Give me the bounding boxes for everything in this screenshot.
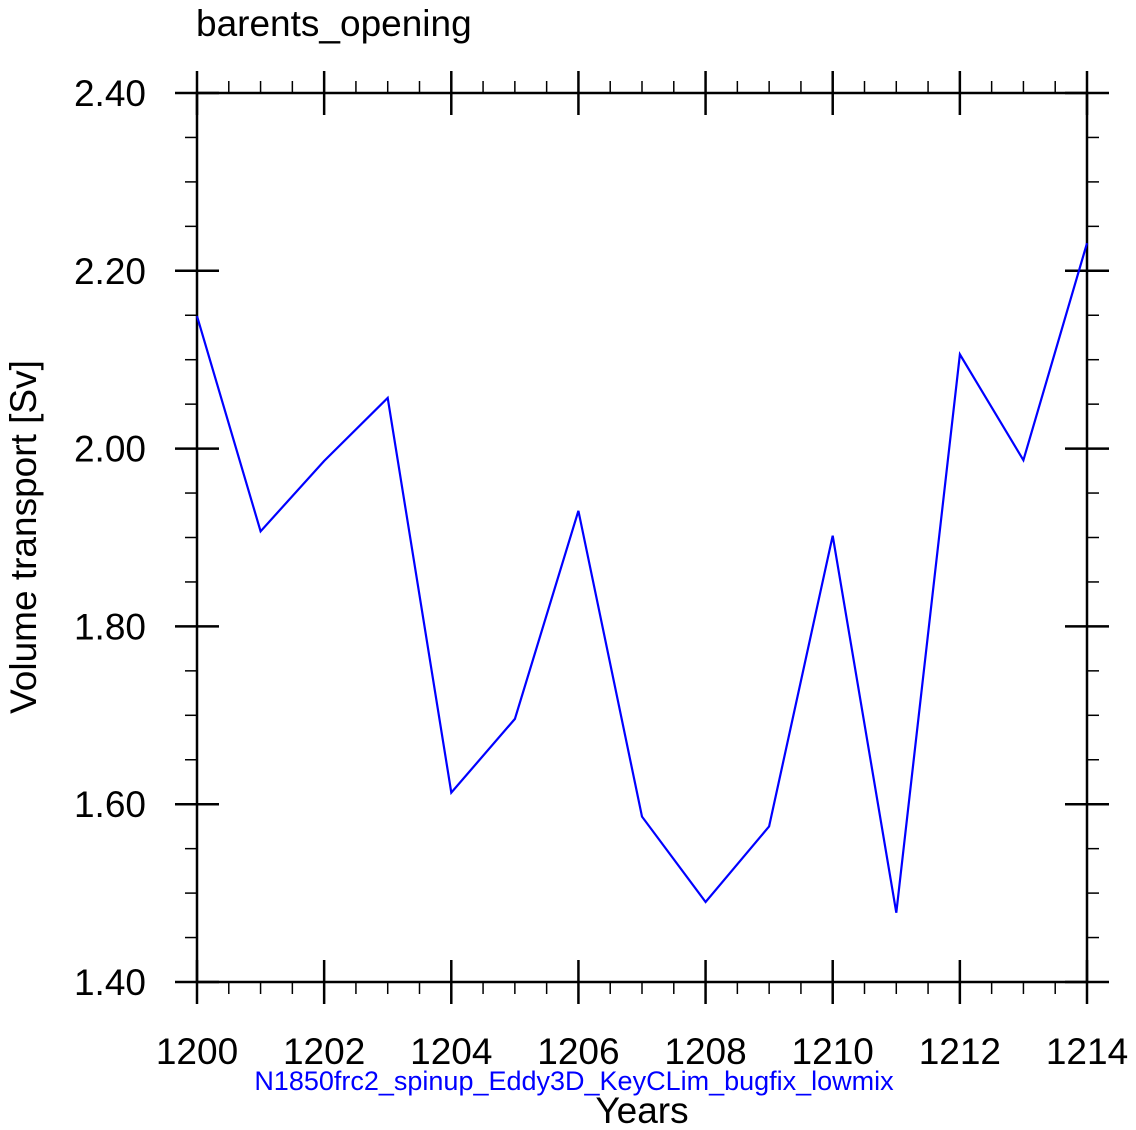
y-tick-label: 1.40 bbox=[74, 962, 146, 1003]
chart-title: barents_opening bbox=[196, 3, 472, 44]
data-series-line bbox=[195, 242, 1089, 913]
x-tick-label: 1202 bbox=[283, 1031, 365, 1072]
axis-ticks bbox=[175, 71, 1109, 1004]
x-tick-label: 1208 bbox=[664, 1031, 746, 1072]
x-tick-label: 1206 bbox=[537, 1031, 619, 1072]
y-tick-label: 1.60 bbox=[74, 784, 146, 825]
y-tick-label: 2.00 bbox=[74, 429, 146, 470]
x-tick-label: 1204 bbox=[410, 1031, 492, 1072]
x-tick-label: 1200 bbox=[156, 1031, 238, 1072]
y-tick-label: 2.20 bbox=[74, 251, 146, 292]
y-axis-label: Volume transport [Sv] bbox=[3, 360, 44, 714]
x-tick-label: 1214 bbox=[1046, 1031, 1128, 1072]
x-tick-label: 1210 bbox=[792, 1031, 874, 1072]
plot-frame bbox=[195, 91, 1089, 984]
x-tick-label: 1212 bbox=[919, 1031, 1001, 1072]
x-axis-label: Years bbox=[595, 1090, 688, 1130]
y-tick-label: 2.40 bbox=[74, 73, 146, 114]
series-legend-label: N1850frc2_spinup_Eddy3D_KeyCLim_bugfix_l… bbox=[254, 1066, 894, 1096]
y-tick-label: 1.80 bbox=[74, 606, 146, 647]
axis-tick-labels: 1200 1202 1204 1206 1208 1210 1212 1214 1.40 1.60… bbox=[74, 73, 1128, 1072]
